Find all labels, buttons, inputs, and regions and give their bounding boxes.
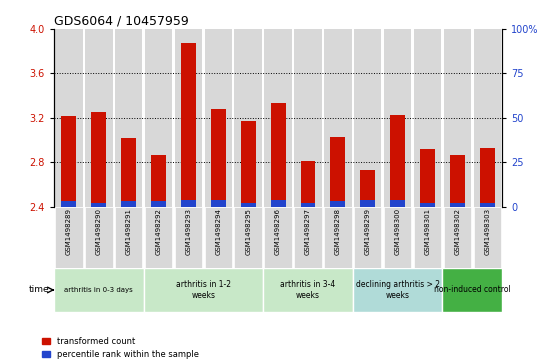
Bar <box>390 200 405 207</box>
Bar <box>324 29 352 207</box>
Text: GDS6064 / 10457959: GDS6064 / 10457959 <box>54 15 189 28</box>
Bar <box>353 268 442 312</box>
Bar <box>390 115 405 207</box>
Text: GSM1498301: GSM1498301 <box>424 208 430 255</box>
Bar <box>420 203 435 207</box>
Bar <box>181 200 196 207</box>
Bar <box>121 201 136 207</box>
Bar <box>360 200 375 207</box>
Bar <box>294 207 322 268</box>
Bar <box>234 207 262 268</box>
Bar <box>354 207 381 268</box>
Bar <box>151 201 166 207</box>
Text: declining arthritis > 2
weeks: declining arthritis > 2 weeks <box>356 280 440 300</box>
Bar <box>444 29 471 207</box>
Legend: transformed count, percentile rank within the sample: transformed count, percentile rank withi… <box>42 337 199 359</box>
Bar <box>91 203 106 207</box>
Bar <box>241 203 256 207</box>
Bar <box>85 29 112 207</box>
Bar <box>474 29 501 207</box>
Bar <box>55 207 83 268</box>
Bar <box>324 207 352 268</box>
Bar <box>211 109 226 207</box>
Text: GSM1498291: GSM1498291 <box>126 208 132 255</box>
Text: GSM1498300: GSM1498300 <box>395 208 401 255</box>
Text: GSM1498290: GSM1498290 <box>96 208 102 255</box>
Text: GSM1498295: GSM1498295 <box>245 208 251 255</box>
Bar <box>144 268 263 312</box>
Text: arthritis in 0-3 days: arthritis in 0-3 days <box>64 287 133 293</box>
Bar <box>151 155 166 207</box>
Bar <box>480 148 495 207</box>
Bar <box>121 138 136 207</box>
Text: GSM1498299: GSM1498299 <box>364 208 371 255</box>
Bar <box>294 29 322 207</box>
Bar <box>474 207 501 268</box>
Bar <box>450 155 465 207</box>
Bar <box>145 207 172 268</box>
Bar <box>271 200 286 207</box>
Text: GSM1498297: GSM1498297 <box>305 208 311 255</box>
Bar <box>234 29 262 207</box>
Bar <box>480 203 495 207</box>
Bar <box>205 29 232 207</box>
Bar <box>62 116 77 207</box>
Text: GSM1498298: GSM1498298 <box>335 208 341 255</box>
Text: GSM1498302: GSM1498302 <box>454 208 461 255</box>
Bar <box>444 207 471 268</box>
Text: non-induced control: non-induced control <box>434 285 511 294</box>
Text: arthritis in 1-2
weeks: arthritis in 1-2 weeks <box>176 280 231 300</box>
Bar <box>450 203 465 207</box>
Bar <box>330 201 346 207</box>
Text: GSM1498293: GSM1498293 <box>185 208 192 255</box>
Bar <box>115 29 143 207</box>
Text: GSM1498296: GSM1498296 <box>275 208 281 255</box>
Bar <box>300 203 315 207</box>
Bar <box>414 29 441 207</box>
Bar <box>265 29 292 207</box>
Text: GSM1498289: GSM1498289 <box>66 208 72 255</box>
Bar <box>145 29 172 207</box>
Text: arthritis in 3-4
weeks: arthritis in 3-4 weeks <box>280 280 335 300</box>
Text: GSM1498294: GSM1498294 <box>215 208 221 255</box>
Bar <box>62 201 77 207</box>
Bar <box>442 268 502 312</box>
Bar <box>384 29 411 207</box>
Bar <box>263 268 353 312</box>
Bar <box>55 29 83 207</box>
Bar <box>175 207 202 268</box>
Bar <box>420 149 435 207</box>
Text: time: time <box>29 285 50 294</box>
Bar <box>91 112 106 207</box>
Bar <box>115 207 143 268</box>
Text: GSM1498292: GSM1498292 <box>156 208 161 255</box>
Bar <box>265 207 292 268</box>
Bar <box>85 207 112 268</box>
Bar <box>175 29 202 207</box>
Bar <box>414 207 441 268</box>
Bar <box>205 207 232 268</box>
Bar <box>241 121 256 207</box>
Bar <box>330 137 346 207</box>
Bar <box>211 200 226 207</box>
Bar <box>54 268 144 312</box>
Bar <box>300 161 315 207</box>
Bar <box>360 170 375 207</box>
Bar <box>271 103 286 207</box>
Bar <box>181 44 196 207</box>
Text: GSM1498303: GSM1498303 <box>484 208 490 255</box>
Bar <box>354 29 381 207</box>
Bar <box>384 207 411 268</box>
